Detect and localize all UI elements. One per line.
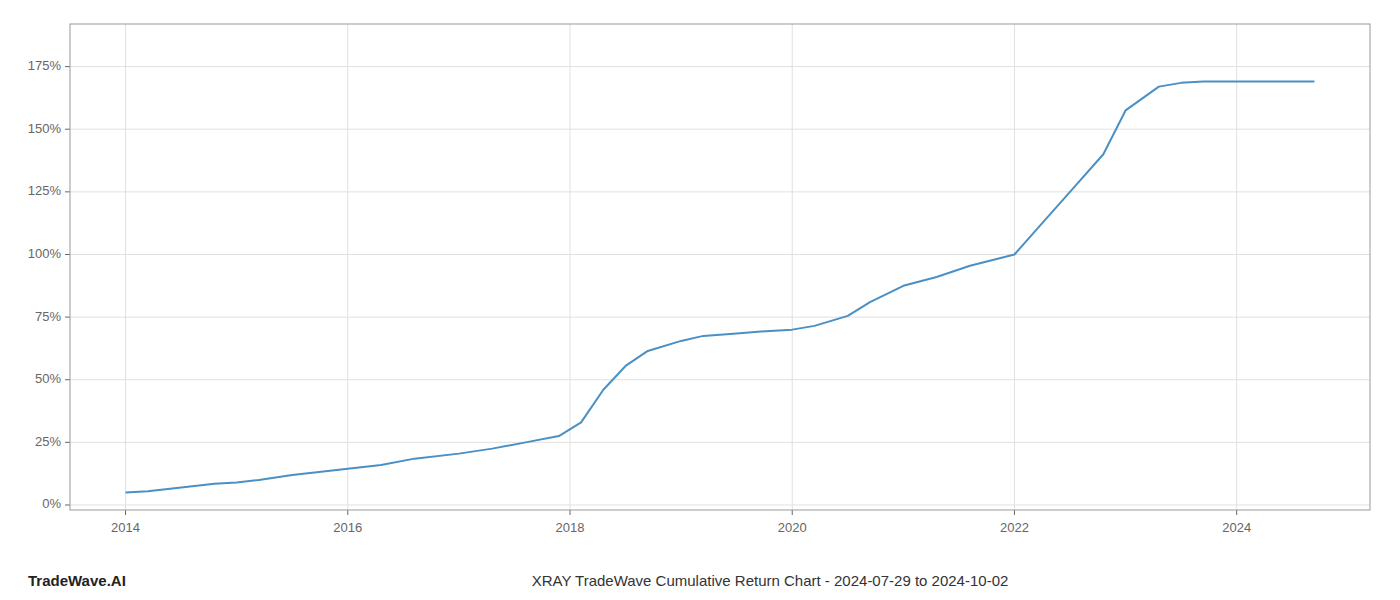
- y-grid-line: [70, 254, 1370, 255]
- y-tick: [65, 191, 70, 192]
- y-grid-line: [70, 129, 1370, 130]
- y-tick-label: 175%: [28, 58, 62, 73]
- y-tick: [65, 504, 70, 505]
- x-grid-line: [570, 24, 571, 510]
- axes: 0% 25% 50% 75% 100% 125% 150% 175% 2014 2016 2018 2…: [28, 24, 1370, 535]
- y-tick-label: 25%: [35, 434, 61, 449]
- y-tick: [65, 317, 70, 318]
- x-tick: [1236, 510, 1237, 515]
- x-tick: [792, 510, 793, 515]
- y-grid-line: [70, 442, 1370, 443]
- series: [126, 82, 1315, 493]
- y-tick-label: 0%: [42, 496, 61, 511]
- y-tick-label: 75%: [35, 309, 61, 324]
- watermark: TradeWave.AI: [28, 572, 126, 589]
- y-tick: [65, 379, 70, 380]
- x-grid-line: [792, 24, 793, 510]
- y-grid-line: [70, 504, 1370, 505]
- x-tick: [125, 510, 126, 515]
- x-tick: [1014, 510, 1015, 515]
- x-tick: [570, 510, 571, 515]
- y-tick-label: 150%: [28, 121, 62, 136]
- y-tick: [65, 66, 70, 67]
- x-tick-label: 2020: [778, 520, 807, 535]
- background: [0, 0, 1400, 600]
- y-grid-line: [70, 317, 1370, 318]
- x-tick-label: 2022: [1000, 520, 1029, 535]
- y-tick-label: 100%: [28, 246, 62, 261]
- line: [126, 82, 1315, 493]
- y-grid-line: [70, 66, 1370, 67]
- y-tick: [65, 254, 70, 255]
- x-tick-label: 2014: [111, 520, 140, 535]
- x-tick-label: 2018: [556, 520, 585, 535]
- x-grid-line: [347, 24, 348, 510]
- y-tick-label: 125%: [28, 183, 62, 198]
- y-grid-line: [70, 191, 1370, 192]
- title: XRAY TradeWave Cumulative Return Chart -…: [532, 572, 1009, 589]
- y-tick: [65, 442, 70, 443]
- grid: [70, 24, 1370, 510]
- x-grid-line: [125, 24, 126, 510]
- y-tick: [65, 129, 70, 130]
- x-tick-label: 2016: [333, 520, 362, 535]
- x-tick: [347, 510, 348, 515]
- y-tick-label: 50%: [35, 371, 61, 386]
- x-grid-line: [1236, 24, 1237, 510]
- x-tick-label: 2024: [1222, 520, 1251, 535]
- plot-frame: [70, 24, 1370, 510]
- chart: 0% 25% 50% 75% 100% 125% 150% 175% 2014 2016 2018 2…: [0, 0, 1400, 600]
- y-grid-line: [70, 379, 1370, 380]
- x-grid-line: [1014, 24, 1015, 510]
